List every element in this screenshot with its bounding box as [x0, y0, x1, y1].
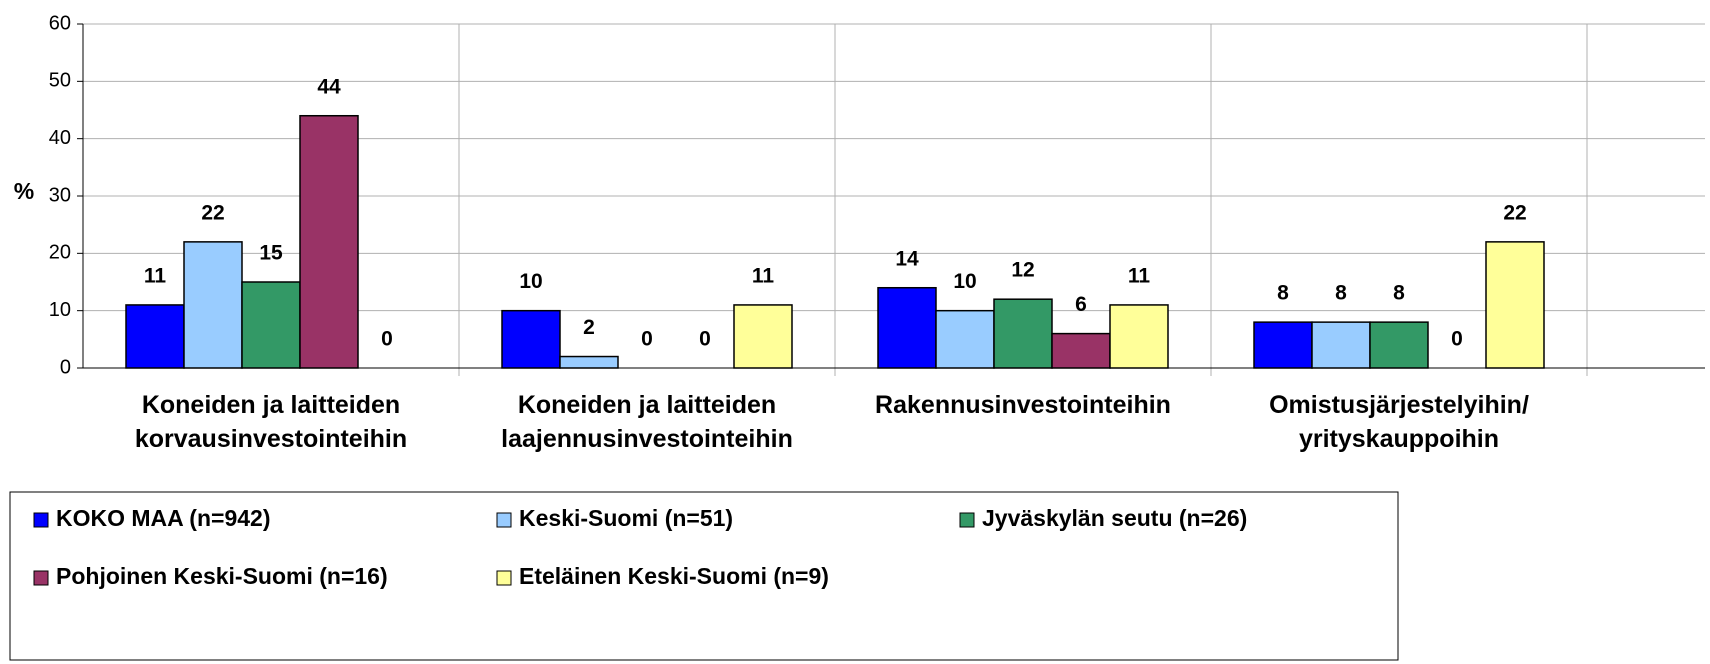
- value-label: 11: [144, 264, 167, 287]
- bar: [1109, 304, 1169, 369]
- value-label: 6: [1075, 293, 1087, 316]
- y-tick-label: 40: [49, 127, 71, 149]
- bar: [1253, 321, 1313, 369]
- bar: [1311, 321, 1371, 369]
- x-tick-label: Koneiden ja laitteiden korvausinvestoint…: [134, 391, 408, 453]
- y-tick-label: 30: [49, 184, 71, 206]
- legend-label: Pohjoinen Keski-Suomi (n=16): [56, 563, 388, 589]
- bar: [183, 241, 243, 369]
- x-tick-label: Koneiden ja laitteiden laajennusinvestoi…: [501, 391, 793, 453]
- bar: [501, 309, 561, 369]
- value-label: 10: [519, 270, 542, 293]
- bar: [559, 355, 619, 369]
- value-label: 15: [259, 242, 283, 265]
- value-label: 10: [953, 270, 976, 293]
- x-tick-label: Omistusjärjestelyihin/ yrityskauppoihin: [1269, 391, 1529, 453]
- value-label: 8: [1335, 282, 1347, 305]
- value-label: 0: [699, 328, 711, 351]
- y-axis-label: %: [14, 178, 34, 204]
- value-label: 14: [895, 247, 919, 270]
- legend-label: Jyväskylän seutu (n=26): [982, 505, 1247, 531]
- bar: [993, 298, 1053, 369]
- value-label: 0: [1451, 328, 1463, 351]
- y-tick-label: 0: [60, 356, 71, 378]
- value-label: 11: [752, 264, 775, 287]
- bar: [125, 304, 185, 369]
- y-tick-label: 60: [49, 12, 71, 34]
- y-tick-label: 50: [49, 70, 71, 92]
- x-tick-label: Rakennusinvestointeihin: [875, 391, 1171, 419]
- value-label: 22: [1503, 201, 1526, 224]
- value-label: 11: [1128, 264, 1151, 287]
- value-label: 22: [201, 201, 224, 224]
- bar: [1369, 321, 1429, 369]
- value-label: 8: [1277, 282, 1289, 305]
- bar: [935, 309, 995, 369]
- value-label: 12: [1011, 259, 1034, 282]
- x-label-box: Koneiden ja laitteiden laajennusinvestoi…: [501, 391, 793, 453]
- legend-label: KOKO MAA (n=942): [56, 505, 270, 531]
- value-label: 2: [583, 316, 595, 339]
- bar: [1485, 241, 1545, 369]
- x-label-box: Rakennusinvestointeihin: [875, 391, 1171, 419]
- value-label: 0: [381, 328, 393, 351]
- x-label-box: Koneiden ja laitteiden korvausinvestoint…: [134, 391, 408, 453]
- bar: [241, 281, 301, 369]
- bar: [877, 286, 937, 369]
- value-label: 0: [641, 328, 653, 351]
- y-tick-label: 20: [49, 242, 71, 264]
- bar: [299, 114, 359, 369]
- legend-label: Keski-Suomi (n=51): [519, 505, 733, 531]
- legend-swatch: [33, 570, 49, 586]
- legend-box: [9, 491, 1399, 661]
- value-label: 8: [1393, 282, 1405, 305]
- y-tick-label: 10: [49, 299, 71, 321]
- x-label-box: Omistusjärjestelyihin/ yrityskauppoihin: [1269, 391, 1529, 453]
- bar: [1051, 332, 1111, 369]
- legend-swatch: [496, 512, 512, 528]
- bar: [733, 304, 793, 369]
- legend-swatch: [33, 512, 49, 528]
- legend-swatch: [959, 512, 975, 528]
- legend-label: Eteläinen Keski-Suomi (n=9): [519, 563, 829, 589]
- value-label: 44: [317, 75, 341, 98]
- legend-swatch: [496, 570, 512, 586]
